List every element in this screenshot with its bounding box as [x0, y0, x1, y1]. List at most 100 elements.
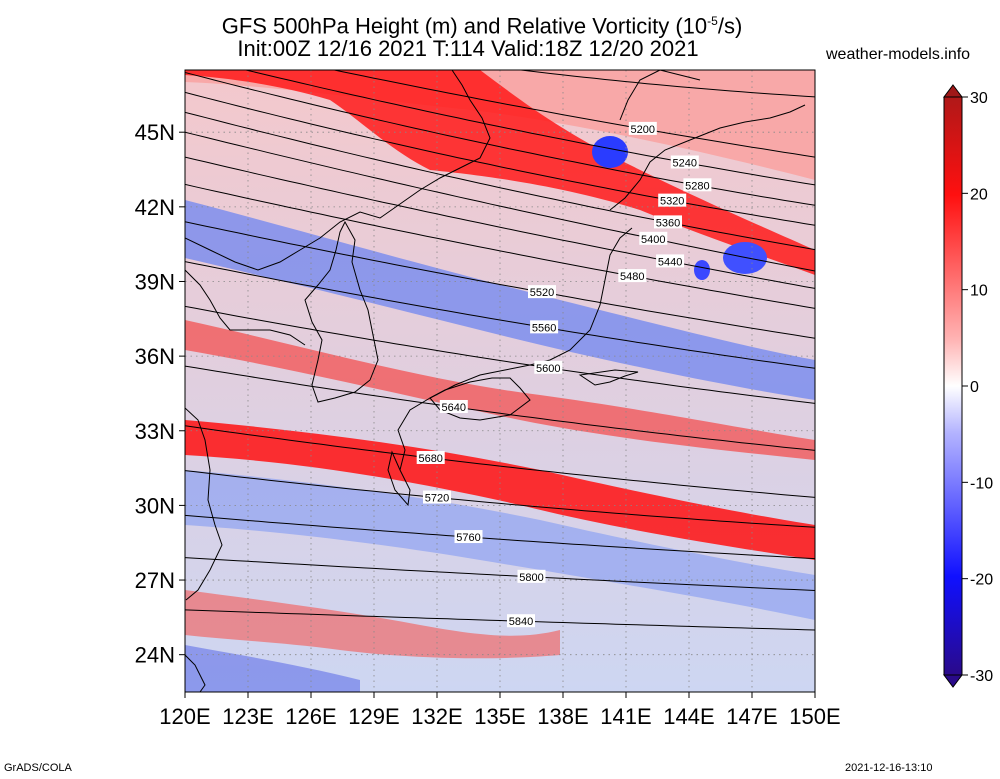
- software-credit: GrADS/COLA: [4, 762, 72, 774]
- colorbar-tick-label: 10: [970, 283, 988, 300]
- lon-tick-label: 126E: [285, 704, 336, 729]
- colorbar-tick-label: 30: [970, 90, 988, 107]
- map-axes: 120E 123E 126E 129E 132E 135E 138E 141E 144E 147E…: [135, 120, 841, 729]
- vorticity-low-center-3: [694, 260, 710, 280]
- contour-label: 5280: [685, 180, 709, 192]
- contour-label-bg: [618, 269, 647, 283]
- colorbar-tick-label: 20: [970, 186, 988, 203]
- contour-label: 5200: [631, 124, 655, 136]
- height-contours: [185, 0, 815, 631]
- contour-label: 5320: [660, 196, 684, 208]
- colorbar-tick-label: 0: [970, 379, 979, 396]
- lat-tick-label: 42N: [135, 195, 175, 220]
- contour-5440: [185, 156, 815, 289]
- lon-tick-label: 138E: [537, 704, 588, 729]
- contour-label: 5520: [530, 287, 554, 299]
- lon-tick-label: 135E: [474, 704, 525, 729]
- contour-label: 5480: [620, 271, 644, 283]
- contour-label-bg: [683, 178, 712, 192]
- site-credit: weather-models.info: [826, 46, 971, 63]
- contour-label-bg: [423, 490, 451, 504]
- coastline-kyushu: [387, 450, 411, 507]
- chart-subtitle: Init:00Z 12/16 2021 T:114 Valid:18Z 12/2…: [237, 36, 699, 61]
- contour-5200: [331, 70, 815, 158]
- contour-5240: [243, 70, 815, 186]
- lon-tick-label: 132E: [411, 704, 462, 729]
- contour-label: 5800: [519, 572, 543, 584]
- vorticity-band-subtropical-max: [185, 420, 815, 560]
- chart-title: GFS 500hPa Height (m) and Relative Vorti…: [221, 13, 743, 39]
- contour-label-bg: [654, 215, 682, 229]
- lon-tick-label: 129E: [348, 704, 399, 729]
- contour-label: 5400: [641, 234, 665, 246]
- contour-label-bg: [628, 121, 657, 135]
- colorbar-tick-label: -30: [970, 668, 993, 685]
- contour-label-bg: [670, 155, 699, 169]
- lat-tick-label: 45N: [135, 120, 175, 145]
- coastline-sakhalin: [619, 70, 701, 121]
- colorbar-tick-label: -20: [970, 572, 993, 589]
- lon-tick-label: 150E: [789, 704, 840, 729]
- lat-tick-label: 36N: [135, 344, 175, 369]
- contour-label-bg: [454, 530, 483, 544]
- vorticity-low-center-2: [723, 242, 767, 274]
- contour-5600: [185, 305, 815, 404]
- contour-5680: [185, 425, 815, 498]
- lon-tick-label: 147E: [726, 704, 777, 729]
- lat-tick-label: 27N: [135, 568, 175, 593]
- contour-5480: [185, 183, 815, 309]
- lon-tick-label: 120E: [159, 704, 210, 729]
- colorbar-min-triangle: [943, 674, 963, 688]
- contour-label-bg: [534, 360, 563, 374]
- contour-5400: [185, 131, 815, 272]
- contour-label: 5440: [658, 256, 682, 268]
- contour-label: 5680: [418, 453, 442, 465]
- colorbar-max-triangle: [943, 84, 963, 98]
- contour-5800: [185, 557, 815, 591]
- lat-tick-label: 30N: [135, 493, 175, 518]
- lat-tick-label: 39N: [135, 269, 175, 294]
- contour-label-bg: [528, 285, 556, 299]
- lat-tick-label: 24N: [135, 643, 175, 668]
- contour-5360: [185, 111, 815, 251]
- lon-tick-label: 123E: [222, 704, 273, 729]
- vorticity-band-light-red: [185, 70, 815, 180]
- contour-label-bg: [639, 231, 668, 245]
- contour-label-bg: [439, 399, 468, 413]
- coastline-yellow-sea: [185, 269, 306, 346]
- contour-5320: [185, 91, 815, 226]
- coastline-china-east: [185, 407, 223, 601]
- contour-label: 5600: [536, 363, 560, 375]
- vorticity-band-north-max: [185, 70, 815, 275]
- coastline-shikoku: [429, 377, 531, 421]
- contour-label: 5560: [532, 322, 556, 334]
- coastline-korea: [304, 220, 379, 403]
- lon-tick-label: 141E: [600, 704, 651, 729]
- lon-tick-label: 144E: [663, 704, 714, 729]
- contour-5520: [185, 221, 815, 339]
- contour-5840: [185, 609, 815, 631]
- contour-5720: [185, 470, 815, 528]
- coastline-kanto: [578, 369, 639, 386]
- contour-label-bg: [658, 193, 687, 207]
- vorticity-band-blue-1: [185, 200, 815, 400]
- contour-label: 5360: [656, 217, 680, 229]
- vorticity-band-blue-south: [185, 645, 360, 692]
- contour-label: 5720: [425, 493, 449, 505]
- contour-label: 5240: [673, 158, 697, 170]
- colorbar-tick-label: -10: [970, 475, 993, 492]
- contour-5120: [185, 0, 815, 46]
- coastline-taiwan: [185, 654, 206, 692]
- coastline-asia-mainland: [185, 70, 491, 271]
- vorticity-field: [185, 70, 815, 692]
- vorticity-band-red-south: [185, 590, 560, 659]
- contour-label-bg: [656, 254, 685, 268]
- contour-label-bg: [416, 450, 445, 464]
- contour-label: 5640: [442, 402, 466, 414]
- render-timestamp: 2021-12-16-13:10: [845, 762, 933, 774]
- coastline-hokkaido: [609, 104, 806, 211]
- vorticity-low-center-1: [592, 136, 628, 168]
- colorbar: 30 20 10 0 -10 -20 -30: [943, 84, 993, 688]
- contour-label-bg: [530, 320, 559, 334]
